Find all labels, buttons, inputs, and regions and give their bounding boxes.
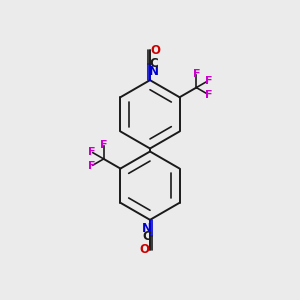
Text: C: C <box>142 230 151 243</box>
Text: F: F <box>100 140 107 150</box>
Text: F: F <box>193 69 200 79</box>
Text: F: F <box>88 147 95 157</box>
Text: F: F <box>205 90 212 100</box>
Text: N: N <box>141 222 152 235</box>
Text: O: O <box>140 243 150 256</box>
Text: C: C <box>149 57 158 70</box>
Text: F: F <box>88 161 95 171</box>
Text: N: N <box>148 65 159 78</box>
Text: O: O <box>150 44 160 57</box>
Text: F: F <box>205 76 212 85</box>
